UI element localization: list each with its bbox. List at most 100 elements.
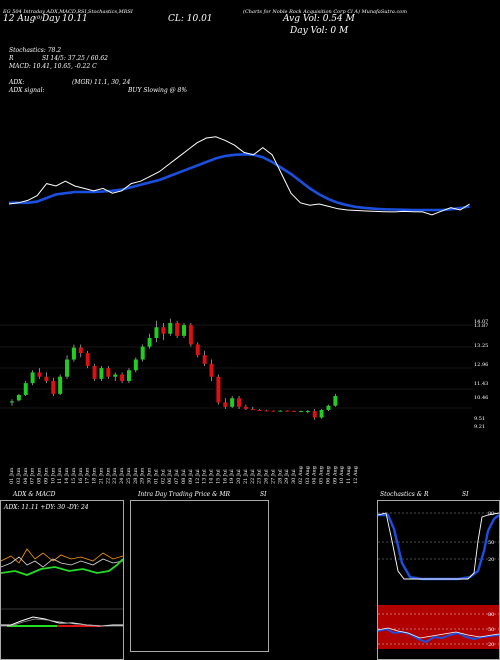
date-tick-label: 28 Jul (277, 469, 283, 484)
candle-up (230, 398, 235, 407)
date-tick-label: 04 Aug (312, 465, 318, 484)
price-tick-label: 10.46 (474, 395, 488, 401)
date-tick-label: 28 Jun (133, 467, 139, 484)
candle-down (202, 355, 207, 364)
date-tick-label: 02 Jul (160, 469, 166, 484)
candle-up (30, 372, 35, 384)
date-tick-label: 24 Jun (119, 467, 125, 484)
candle-down (271, 410, 276, 412)
stochastics-plot: 80 50 20 80 50 20 (378, 511, 499, 649)
date-tick-label: 27 Jul (270, 469, 276, 484)
candle-up (319, 410, 324, 418)
rsi-line (378, 627, 499, 639)
stoch-tick-50: 50 (488, 540, 494, 546)
rsi-tick-80: 80 (488, 612, 494, 618)
candle-down (92, 365, 97, 379)
candle-up (126, 370, 131, 381)
candle-up (23, 383, 28, 395)
rsi-tick-20: 20 (488, 642, 494, 648)
header-charts-for: (Charts for Noble Rock Acquisition Corp … (243, 9, 408, 15)
date-tick-label: 16 Jun (78, 467, 84, 484)
candle-up (326, 405, 331, 411)
price-tick-label: 9.51 (474, 416, 485, 422)
date-tick-label: 04 Jun (23, 467, 29, 484)
stoch-d-line (378, 512, 499, 580)
candle-down (195, 344, 200, 356)
stoch-panel-si: SI (462, 491, 469, 498)
date-tick-label: 21 Jun (98, 467, 104, 484)
day-value: 10.11 (62, 14, 88, 24)
date-tick-label: 11 Aug (346, 465, 352, 484)
candle-up (154, 327, 159, 338)
macd-histogram-up (7, 625, 57, 627)
date-tick-label: 12 Aug (353, 465, 359, 484)
adx-readout: ADX: (9, 79, 25, 86)
candle-up (16, 394, 21, 401)
price-tick-label: 11.43 (474, 381, 488, 387)
date-tick-label: 06 Jul (167, 469, 173, 484)
candle-down (175, 322, 180, 336)
candle-down (120, 374, 125, 381)
adx-panel-title: ADX & MACD (13, 491, 56, 498)
candle-down (250, 408, 255, 411)
macd-histogram-down (57, 625, 101, 627)
r-readout: R (9, 55, 14, 62)
price-tick-label: 14.07 (474, 319, 488, 325)
candle-up (65, 359, 70, 377)
price-tick-label: 13.25 (474, 343, 488, 349)
date-tick-label: 29 Jun (140, 467, 146, 484)
adx-signal-readout: ADX signal: (9, 87, 45, 94)
close-label: CL: 10.01 (168, 14, 213, 24)
rsi-tick-50: 50 (488, 627, 494, 633)
stochastics-panel: 80 50 20 80 50 20 (377, 500, 500, 660)
price-tick-label: 12.96 (474, 362, 488, 368)
date-tick-label: 01 Jun (9, 467, 15, 484)
date-tick-label: 12 Jul (195, 469, 201, 484)
candle-down (312, 411, 317, 418)
date-tick-label: 03 Aug (305, 465, 311, 484)
intraday-panel-title: Intra Day Trading Price & MR (138, 491, 231, 498)
candle-down (257, 410, 262, 412)
candle-up (278, 410, 283, 412)
buy-signal-readout: BUY Slowing @ 8% (128, 87, 188, 94)
candle-down (78, 347, 83, 354)
candle-down (209, 363, 214, 377)
intraday-panel (130, 500, 269, 652)
si-readout: SI 14/5: 37.25 / 60.62 (42, 55, 108, 62)
date-tick-label: 23 Jun (112, 467, 118, 484)
stochastics-readout: Stochastics: 78.2 (9, 47, 62, 54)
date-tick-label: 20 Jul (236, 469, 242, 484)
price-tick-label: 9.21 (474, 424, 485, 430)
candle-down (243, 406, 248, 409)
signal-line (1, 618, 123, 627)
moving-average-line (9, 152, 470, 212)
date-tick-label: 09 Aug (332, 465, 338, 484)
date-tick-label: 22 Jul (250, 469, 256, 484)
price-line (8, 136, 470, 216)
candle-down (51, 381, 56, 394)
date-tick-label: 10 Jun (50, 467, 56, 484)
candle-down (285, 410, 290, 412)
date-tick-label: 07 Jun (30, 467, 36, 484)
macd-line (1, 616, 123, 627)
candle-up (10, 401, 14, 403)
date-tick-label: 11 Jun (57, 467, 63, 484)
date-tick-label: 18 Jun (92, 467, 98, 484)
candle-down (292, 410, 297, 412)
date-tick-label: 19 Jul (229, 469, 235, 484)
date-tick-label: 17 Jun (85, 467, 91, 484)
date-tick-label: 05 Aug (319, 465, 325, 484)
stoch-panel-title: Stochastics & R (380, 491, 429, 498)
date-tick-label: 29 Jul (284, 469, 290, 484)
adx-line (1, 558, 123, 576)
adx-legend: ADX: 11.11 +DY: 30 -DY: 24 (4, 504, 89, 511)
candle-up (333, 396, 338, 406)
candles-layer (10, 318, 338, 420)
date-tick-label: 06 Aug (325, 465, 331, 484)
date-value: (0) (35, 15, 43, 21)
price-tick-label: 13.87 (474, 323, 488, 329)
candle-up (133, 359, 138, 371)
date-tick-label: 14 Jun (64, 467, 70, 484)
date-axis: 01 Jun 03 Jun 04 Jun 07 Jun 08 Jun 09 Jun 10 J… (9, 465, 359, 484)
